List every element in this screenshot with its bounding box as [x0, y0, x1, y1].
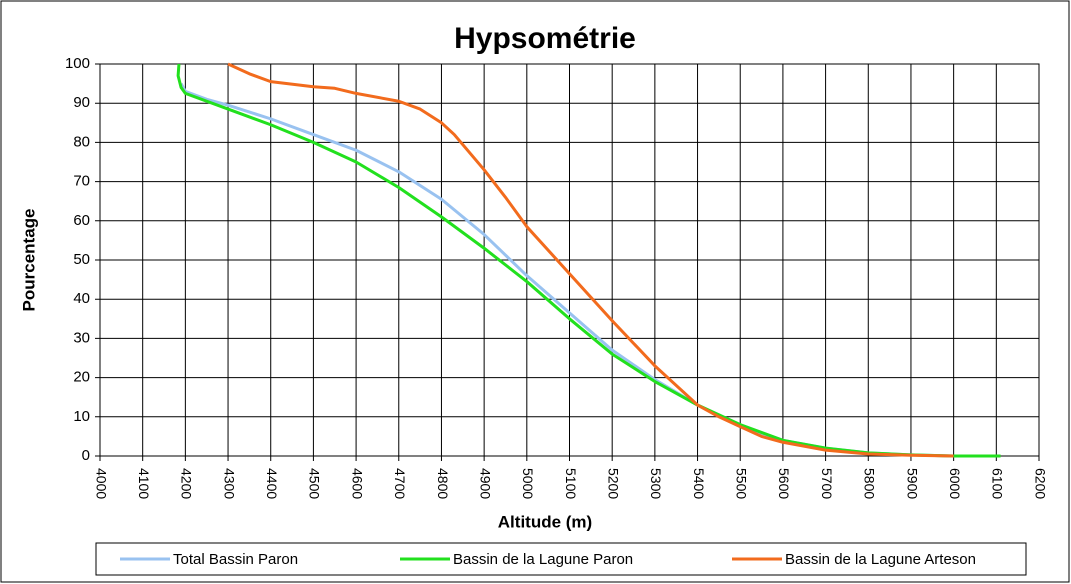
- x-tick-label: 4100: [136, 468, 152, 499]
- legend-label: Bassin de la Lagune Arteson: [785, 551, 976, 568]
- x-tick-label: 6000: [947, 468, 963, 499]
- line: [227, 62, 954, 458]
- x-tick-label: 5300: [648, 468, 664, 499]
- y-tick-label: 30: [73, 329, 90, 346]
- x-tick-label: 5600: [776, 468, 792, 499]
- y-tick-label: 80: [73, 133, 90, 150]
- y-tick-label: 20: [73, 369, 90, 386]
- y-tick-label: 90: [73, 94, 90, 111]
- x-tick-label: 5100: [563, 468, 579, 499]
- x-tick-label: 4500: [307, 468, 323, 499]
- x-tick-label: 5800: [862, 468, 878, 499]
- x-tick-label: 5700: [819, 468, 835, 499]
- y-tick-label: 100: [65, 55, 90, 72]
- legend-label: Bassin de la Lagune Paron: [453, 551, 633, 568]
- x-tick-label: 5000: [520, 468, 536, 499]
- x-tick-label: 4900: [477, 468, 493, 499]
- y-tick-label: 0: [82, 447, 90, 464]
- x-tick-label: 5900: [904, 468, 920, 499]
- x-tick-label: 4600: [349, 468, 365, 499]
- y-tick-label: 50: [73, 251, 90, 268]
- x-tick-label: 4300: [221, 468, 237, 499]
- legend-label: Total Bassin Paron: [173, 551, 298, 568]
- x-tick-label: 4400: [264, 468, 280, 499]
- y-tick-label: 70: [73, 173, 90, 190]
- x-tick-label: 6100: [990, 468, 1006, 499]
- y-tick-label: 60: [73, 212, 90, 229]
- x-tick-label: 4200: [179, 468, 195, 499]
- chart-title: Hypsométrie: [454, 22, 636, 55]
- y-tick-label: 10: [73, 408, 90, 425]
- y-tick-label: 40: [73, 290, 90, 307]
- x-axis-label: Altitude (m): [498, 512, 592, 531]
- x-tick-label: 5200: [605, 468, 621, 499]
- x-tick-label: 4700: [392, 468, 408, 499]
- x-tick-label: 4800: [435, 468, 451, 499]
- legend: [95, 542, 1027, 576]
- x-tick-label: 6200: [1032, 468, 1048, 499]
- x-tick-label: 5400: [691, 468, 707, 499]
- x-tick-label: 5500: [734, 468, 750, 499]
- y-axis-label: Pourcentage: [19, 209, 38, 312]
- line: [176, 63, 1001, 458]
- x-tick-label: 4000: [93, 468, 109, 499]
